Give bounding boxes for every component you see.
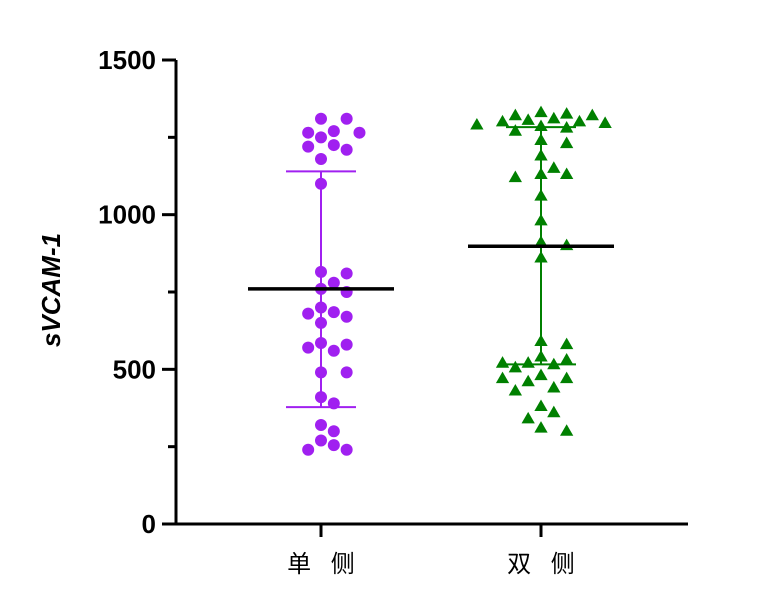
data-point: [534, 105, 548, 118]
data-point: [534, 235, 548, 248]
series-2: [468, 105, 614, 436]
data-point: [495, 371, 510, 384]
data-point: [534, 213, 548, 226]
y-axis-title: sVCAM-1: [36, 233, 66, 347]
data-point: [315, 316, 327, 329]
data-point: [534, 167, 548, 180]
y-tick-label: 500: [113, 354, 156, 384]
data-point: [302, 443, 315, 456]
data-point: [327, 125, 340, 138]
data-point: [508, 170, 522, 183]
data-point: [340, 366, 353, 379]
data-point: [508, 383, 522, 396]
data-point: [572, 114, 587, 127]
data-point: [534, 189, 548, 201]
x-category-label: 双 侧: [507, 550, 581, 578]
data-point: [560, 167, 574, 180]
data-point: [560, 121, 574, 133]
data-point: [560, 371, 574, 384]
data-point: [521, 356, 535, 368]
data-point: [340, 267, 353, 280]
data-point: [327, 439, 340, 452]
data-point: [315, 112, 327, 125]
data-point: [315, 177, 327, 190]
data-point: [521, 374, 535, 387]
data-point: [340, 143, 353, 156]
x-category-label: 单 侧: [287, 550, 361, 578]
data-point: [495, 114, 510, 127]
data-point: [534, 399, 548, 412]
data-point: [340, 338, 353, 351]
y-tick-label: 1500: [98, 45, 156, 75]
data-point: [521, 411, 535, 424]
data-point: [547, 111, 561, 124]
data-point: [534, 119, 548, 132]
data-point: [470, 117, 484, 130]
data-point: [560, 107, 574, 119]
data-point: [302, 140, 315, 153]
data-point: [534, 368, 548, 381]
data-point: [495, 356, 510, 368]
data-point: [315, 152, 327, 165]
data-point: [534, 148, 548, 161]
data-point: [534, 334, 548, 347]
data-point: [560, 353, 574, 365]
series-1: [248, 112, 394, 456]
axes: 0 500 1000 1500 单 侧 双 侧: [98, 45, 688, 578]
data-point: [327, 425, 340, 438]
data-point: [547, 380, 561, 393]
data-point: [327, 306, 340, 319]
chart-marks: [248, 105, 614, 456]
data-point: [315, 434, 327, 447]
data-point: [508, 124, 522, 136]
data-point: [315, 391, 327, 404]
data-point: [534, 349, 548, 362]
data-point: [547, 357, 561, 370]
y-tick-label: 0: [142, 509, 156, 539]
data-point: [340, 310, 353, 323]
data-point: [353, 126, 366, 139]
data-point: [302, 126, 315, 139]
data-point: [560, 136, 574, 149]
data-point: [315, 131, 327, 144]
data-point: [534, 421, 548, 433]
data-point: [560, 337, 574, 350]
data-point: [302, 307, 315, 320]
data-point: [340, 443, 353, 456]
data-point: [315, 419, 327, 432]
data-point: [598, 116, 612, 128]
data-point: [327, 344, 340, 357]
data-point: [508, 360, 522, 373]
y-tick-label: 1000: [98, 200, 156, 230]
data-point: [560, 424, 574, 436]
data-point: [327, 397, 340, 410]
data-point: [340, 112, 353, 125]
data-point: [302, 341, 315, 354]
data-point: [560, 238, 574, 251]
data-point: [327, 139, 340, 152]
data-point: [534, 133, 548, 145]
data-point: [521, 113, 535, 125]
data-point: [585, 108, 599, 121]
data-point: [315, 366, 327, 379]
data-point: [547, 405, 561, 418]
data-point: [534, 250, 548, 263]
data-point: [315, 265, 327, 278]
data-point: [315, 301, 327, 314]
data-point: [327, 276, 340, 289]
data-point: [508, 108, 522, 121]
data-point: [315, 337, 327, 350]
data-point: [547, 161, 561, 173]
